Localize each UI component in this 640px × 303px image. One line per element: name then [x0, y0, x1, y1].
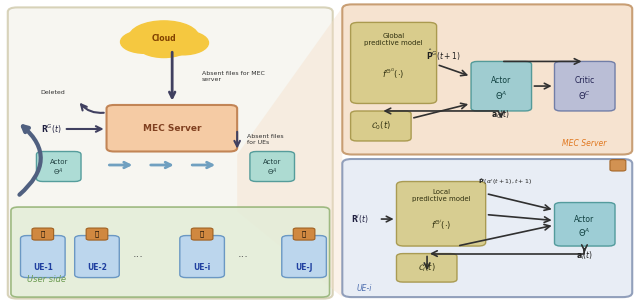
Text: Global
predictive model: Global predictive model	[364, 33, 422, 46]
FancyBboxPatch shape	[20, 235, 65, 278]
FancyBboxPatch shape	[32, 228, 54, 240]
Text: $\mathbf{a}_0(t)$: $\mathbf{a}_0(t)$	[492, 109, 511, 122]
Text: $\Theta^A$: $\Theta^A$	[495, 90, 507, 102]
Text: MEC Server: MEC Server	[563, 139, 607, 148]
Text: Absent files for MEC
server: Absent files for MEC server	[202, 71, 265, 82]
Circle shape	[129, 21, 199, 54]
Text: User side: User side	[27, 275, 66, 284]
Text: $\mathbf{R}^i(t)$: $\mathbf{R}^i(t)$	[351, 212, 369, 226]
FancyBboxPatch shape	[75, 235, 119, 278]
Circle shape	[137, 32, 191, 58]
FancyBboxPatch shape	[86, 228, 108, 240]
Text: $\mathcal{C}_0(t)$: $\mathcal{C}_0(t)$	[371, 120, 390, 132]
Text: $\hat{\mathbf{P}}'(\alpha'(t+1),t+1)$: $\hat{\mathbf{P}}'(\alpha'(t+1),t+1)$	[477, 176, 532, 187]
Text: Local
predictive model: Local predictive model	[412, 189, 470, 202]
Polygon shape	[237, 7, 342, 297]
FancyBboxPatch shape	[11, 207, 330, 297]
FancyBboxPatch shape	[351, 111, 411, 141]
Text: $\Theta^A$: $\Theta^A$	[579, 226, 591, 239]
Text: 🔒: 🔒	[302, 231, 306, 237]
Text: $\mathbf{a}_i(t)$: $\mathbf{a}_i(t)$	[576, 249, 593, 261]
Text: UE-1: UE-1	[33, 263, 52, 271]
Text: $\mathcal{C}_i(t)$: $\mathcal{C}_i(t)$	[418, 262, 436, 274]
Circle shape	[157, 31, 209, 55]
Text: 🔒: 🔒	[95, 231, 99, 237]
FancyBboxPatch shape	[554, 62, 615, 111]
FancyBboxPatch shape	[396, 254, 457, 282]
FancyBboxPatch shape	[106, 105, 237, 152]
FancyBboxPatch shape	[282, 235, 326, 278]
Text: UE-i: UE-i	[356, 284, 372, 293]
Text: $\Theta^A$: $\Theta^A$	[267, 167, 278, 178]
FancyBboxPatch shape	[342, 159, 632, 297]
Text: UE-J: UE-J	[295, 263, 313, 271]
Text: UE-2: UE-2	[87, 263, 107, 271]
Text: Deleted: Deleted	[40, 91, 65, 95]
Text: Actor: Actor	[491, 76, 511, 85]
Text: $\hat{\mathbf{P}}^G(t+1)$: $\hat{\mathbf{P}}^G(t+1)$	[426, 48, 461, 63]
Text: Critic: Critic	[574, 76, 595, 85]
FancyBboxPatch shape	[36, 152, 81, 181]
FancyBboxPatch shape	[610, 160, 626, 171]
FancyBboxPatch shape	[342, 4, 632, 155]
Text: ...: ...	[133, 248, 144, 258]
FancyBboxPatch shape	[396, 181, 486, 246]
Text: 🔒: 🔒	[41, 231, 45, 237]
Text: $\Theta^C$: $\Theta^C$	[578, 90, 591, 102]
Text: Actor: Actor	[263, 159, 282, 165]
Text: Actor: Actor	[49, 159, 68, 165]
FancyBboxPatch shape	[250, 152, 294, 181]
FancyBboxPatch shape	[180, 235, 225, 278]
Text: $\mathbf{R}^G(t)$: $\mathbf{R}^G(t)$	[41, 122, 62, 136]
Text: $f^{\Theta^i}(\cdot)$: $f^{\Theta^i}(\cdot)$	[431, 218, 451, 232]
Text: MEC Server: MEC Server	[143, 124, 202, 133]
FancyBboxPatch shape	[554, 202, 615, 246]
Text: $f^{\Theta^G}(\cdot)$: $f^{\Theta^G}(\cdot)$	[382, 66, 404, 81]
FancyBboxPatch shape	[471, 62, 532, 111]
Text: Cloud: Cloud	[152, 35, 176, 43]
Text: 🔒: 🔒	[200, 231, 204, 237]
FancyBboxPatch shape	[293, 228, 315, 240]
FancyBboxPatch shape	[191, 228, 213, 240]
Text: UE-i: UE-i	[193, 263, 211, 271]
Text: $\Theta^A$: $\Theta^A$	[54, 167, 64, 178]
FancyBboxPatch shape	[351, 22, 436, 103]
FancyBboxPatch shape	[8, 7, 333, 299]
Text: Absent files
for UEs: Absent files for UEs	[246, 134, 284, 145]
Text: Actor: Actor	[574, 215, 595, 224]
Circle shape	[120, 31, 169, 53]
Text: ...: ...	[238, 248, 249, 258]
